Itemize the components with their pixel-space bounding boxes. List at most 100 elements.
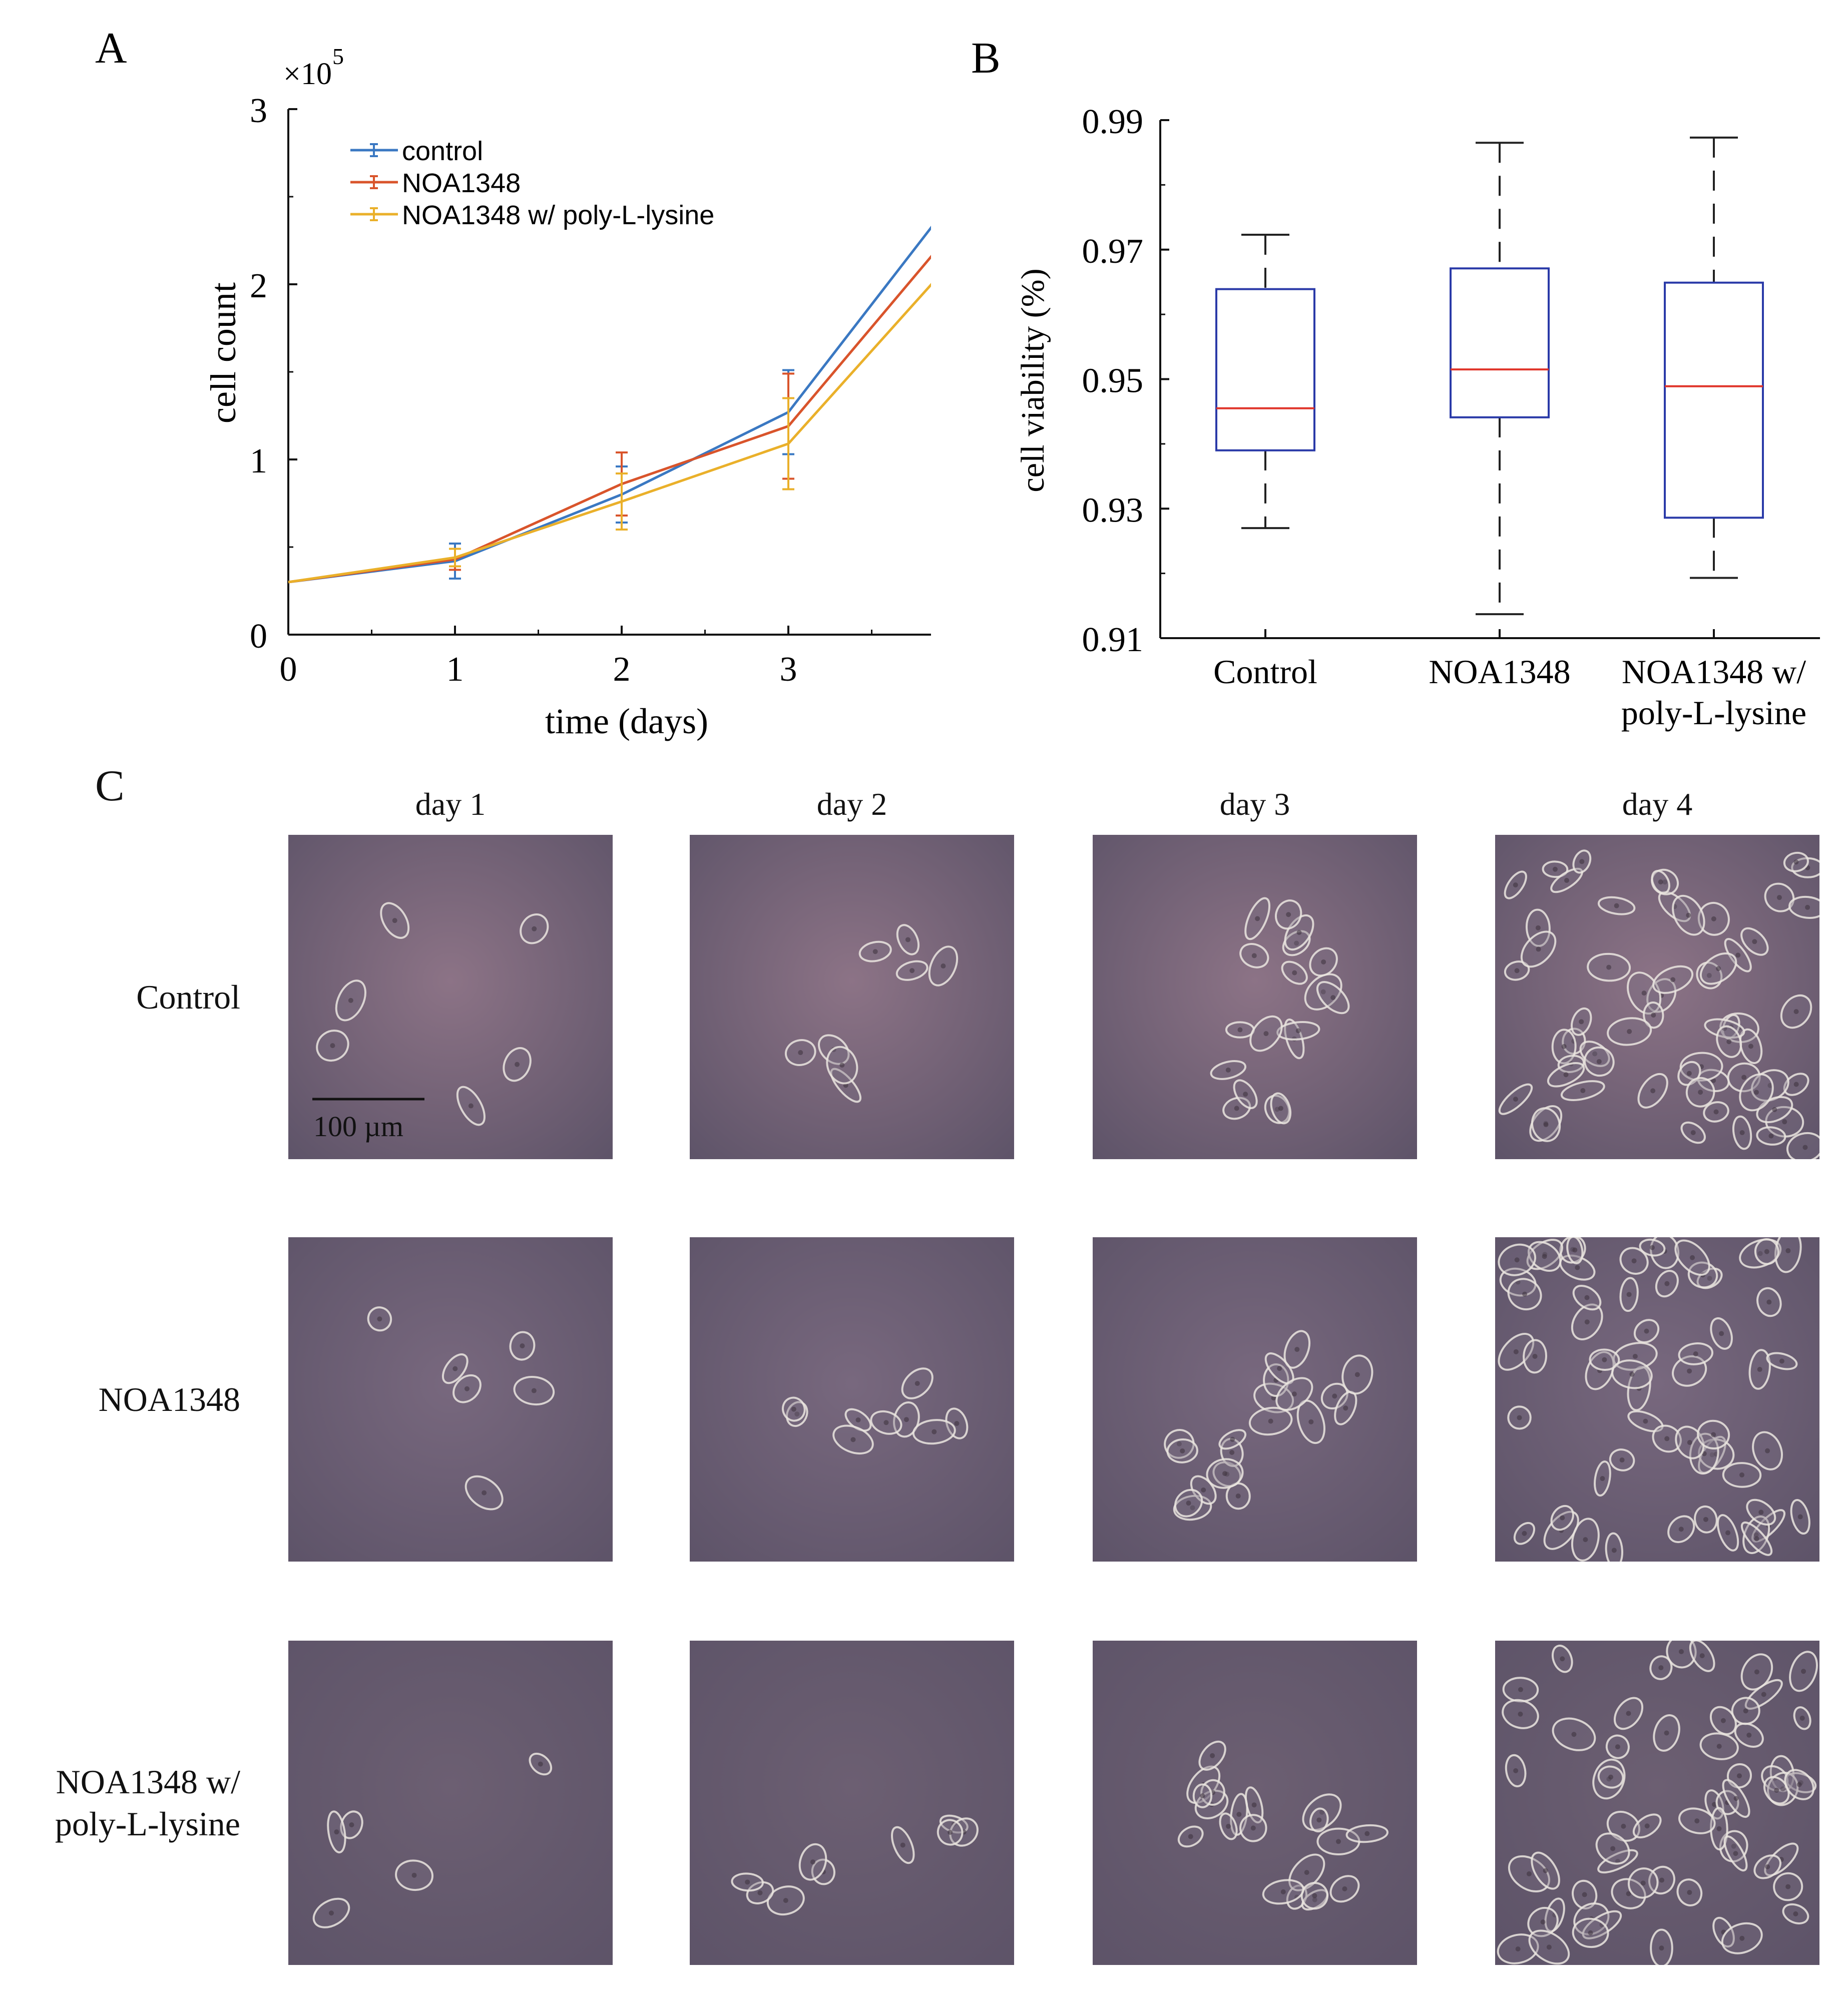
cell-nucleus — [1711, 916, 1716, 921]
cell-nucleus — [1626, 1891, 1631, 1896]
cell-nucleus — [1687, 1890, 1692, 1895]
cell-nucleus — [1588, 1930, 1593, 1935]
cell-nucleus — [1296, 930, 1302, 935]
cell-nucleus — [1746, 1732, 1752, 1738]
cell-nucleus — [1662, 879, 1668, 885]
cell-nucleus — [1321, 959, 1326, 964]
cell-nucleus — [1726, 1039, 1732, 1045]
cell-nucleus — [1658, 1665, 1664, 1671]
cell-nucleus — [1536, 946, 1541, 952]
cell-nucleus — [1540, 1919, 1546, 1925]
cell-nucleus — [1575, 1265, 1580, 1270]
cell-nucleus — [328, 1910, 334, 1916]
cell-nucleus — [1518, 1711, 1523, 1717]
legend-entry: NOA1348 — [350, 168, 521, 198]
cell-nucleus — [1774, 1787, 1779, 1793]
box-1: NOA1348 — [1429, 142, 1571, 691]
micrograph-background — [1093, 835, 1417, 1159]
cell-nucleus — [1572, 1247, 1578, 1253]
cell-nucleus — [334, 1829, 339, 1835]
y-tick-label-b: 0.93 — [1082, 491, 1144, 530]
cell-nucleus — [1706, 972, 1712, 978]
box-iqr — [1450, 267, 1550, 418]
cell-nucleus — [1707, 1276, 1712, 1281]
cell-nucleus — [1785, 1884, 1791, 1889]
cell-nucleus — [941, 963, 946, 969]
legend-label: NOA1348 w/ poly-L-lysine — [402, 200, 714, 230]
cell-nucleus — [1699, 1653, 1705, 1659]
cell-nucleus — [1190, 1505, 1195, 1511]
cell-nucleus — [1608, 1774, 1614, 1780]
cell-nucleus — [1354, 1372, 1360, 1377]
cell-nucleus — [1513, 882, 1518, 888]
cell-nucleus — [1560, 1515, 1565, 1521]
cell-nucleus — [1767, 1083, 1773, 1088]
series-line-1 — [288, 255, 931, 584]
cell-nucleus — [1687, 1440, 1692, 1445]
cell-nucleus — [1580, 1088, 1586, 1094]
cell-nucleus — [1796, 1782, 1802, 1787]
cell-nucleus — [1736, 1773, 1742, 1779]
cell-nucleus — [839, 1063, 845, 1068]
panel-label-b: B — [971, 34, 1001, 83]
cell-nucleus — [1546, 1944, 1552, 1950]
cell-nucleus — [1703, 1517, 1708, 1522]
cell-nucleus — [1560, 1656, 1565, 1662]
cell-nucleus — [1686, 912, 1691, 918]
cell-nucleus — [1619, 1457, 1625, 1463]
cell-nucleus — [1522, 1291, 1528, 1297]
cell-nucleus — [377, 1316, 382, 1322]
cell-nucleus — [1226, 1823, 1231, 1829]
cell-nucleus — [1542, 1254, 1547, 1259]
cell-nucleus — [914, 1381, 920, 1386]
micrograph — [288, 1237, 613, 1562]
column-header: day 2 — [816, 786, 887, 822]
cell-nucleus — [1513, 1097, 1518, 1102]
cell-nucleus — [1641, 990, 1647, 996]
cell-nucleus — [1201, 1487, 1206, 1492]
micrograph-background — [288, 835, 613, 1159]
cell-nucleus — [1364, 1831, 1370, 1836]
cell-nucleus — [1754, 1090, 1759, 1095]
cell-nucleus — [1713, 1109, 1719, 1115]
cell-nucleus — [1698, 1090, 1703, 1095]
cell-nucleus — [1643, 1418, 1648, 1424]
micrograph-background — [288, 1237, 613, 1562]
cell-nucleus — [1563, 1072, 1569, 1078]
cell-nucleus — [1712, 1802, 1717, 1807]
cell-nucleus — [1535, 925, 1541, 930]
cell-nucleus — [1640, 1880, 1646, 1886]
cell-nucleus — [1733, 1796, 1739, 1801]
cell-nucleus — [330, 1043, 335, 1049]
y-tick-label-b: 0.99 — [1082, 103, 1144, 141]
cell-nucleus — [1649, 1245, 1655, 1250]
cell-nucleus — [1779, 1358, 1784, 1364]
row-label: NOA1348 w/ poly-L-lysine — [55, 1763, 240, 1843]
cell-nucleus — [1251, 953, 1257, 958]
cell-nucleus — [1793, 1009, 1799, 1015]
micrograph — [288, 1641, 613, 1965]
cell-nucleus — [1659, 1945, 1664, 1951]
y-tick-label-b: 0.97 — [1082, 232, 1144, 271]
y-tick-label-b: 0.91 — [1082, 621, 1144, 659]
cell-nucleus — [1176, 1441, 1182, 1446]
x-tick-label-a: 2 — [613, 650, 631, 689]
cell-nucleus — [1748, 1044, 1753, 1049]
cell-nucleus — [1739, 1472, 1745, 1477]
cell-nucleus — [1312, 1897, 1317, 1902]
cell-nucleus — [1629, 1371, 1635, 1377]
cell-nucleus — [791, 1406, 796, 1412]
cell-nucleus — [903, 1417, 909, 1422]
cell-nucleus — [900, 1842, 905, 1848]
cell-nucleus — [1263, 1031, 1269, 1037]
micrograph — [1495, 835, 1819, 1159]
box-2: NOA1348 w/poly-L-lysine — [1621, 136, 1806, 732]
cell-nucleus — [1719, 1331, 1724, 1336]
scale-bar-label: 100 µm — [313, 1110, 403, 1143]
cell-nucleus — [1664, 1730, 1669, 1736]
panel-label-a: A — [95, 24, 127, 73]
cell-nucleus — [1200, 1793, 1205, 1799]
column-header: day 1 — [415, 786, 486, 822]
cell-nucleus — [1294, 1347, 1300, 1352]
